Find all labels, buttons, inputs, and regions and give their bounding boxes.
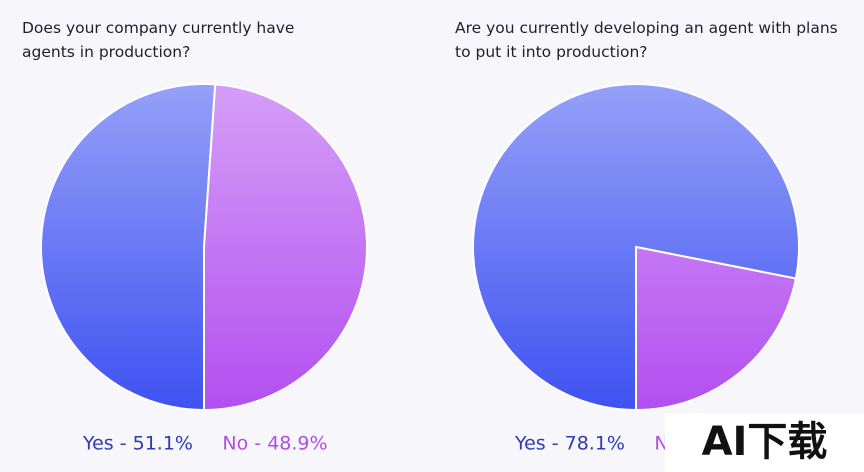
pie-slice bbox=[472, 83, 800, 412]
watermark: AI下载 bbox=[665, 413, 864, 472]
pie-slice bbox=[203, 83, 368, 412]
chart-title: Does your company currently have agents … bbox=[22, 19, 295, 61]
slice-label: Yes - 78.1% bbox=[514, 433, 625, 455]
pie-slice bbox=[635, 245, 798, 412]
chart-title: Are you currently developing an agent wi… bbox=[455, 19, 838, 61]
pie-slice bbox=[40, 83, 217, 412]
slice-label: Yes - 51.1% bbox=[82, 433, 193, 455]
slice-label: No - 48.9% bbox=[222, 433, 327, 455]
